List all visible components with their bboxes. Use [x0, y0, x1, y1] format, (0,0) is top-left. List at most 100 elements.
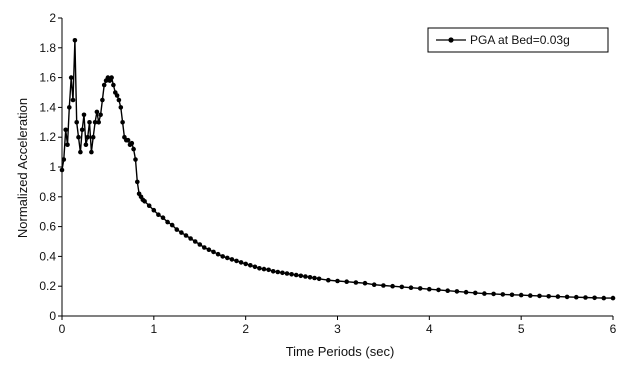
- data-point: [574, 294, 579, 300]
- legend-label: PGA at Bed=0.03g: [470, 33, 570, 47]
- data-point: [275, 269, 281, 275]
- ticks: 0 1 2 3 4 5 6 0 0.2 0.4 0.6 0.8 1 1.2 1.4 1.6 1.8 2: [39, 11, 616, 336]
- data-point: [482, 291, 487, 296]
- data-point: [390, 283, 395, 289]
- data-point: [284, 271, 290, 276]
- data-point: [238, 260, 244, 265]
- x-tick-label: 5: [518, 322, 525, 336]
- data-point: [169, 222, 175, 228]
- data-point: [118, 105, 124, 110]
- data-point: [592, 295, 597, 301]
- data-point: [131, 146, 136, 152]
- data-point: [160, 215, 166, 220]
- data-point: [252, 264, 258, 270]
- data-point: [165, 219, 170, 225]
- data-point: [408, 285, 414, 291]
- data-point: [229, 257, 235, 262]
- y-tick-label: 1.6: [39, 71, 56, 85]
- data-point: [326, 277, 331, 283]
- x-axis-label: Time Periods (sec): [286, 344, 395, 359]
- data-point: [202, 245, 207, 250]
- data-point: [261, 266, 267, 272]
- data-point: [65, 142, 70, 147]
- data-point: [344, 279, 350, 285]
- data-point: [114, 93, 120, 98]
- data-point: [537, 293, 542, 299]
- data-point: [116, 97, 122, 103]
- data-point: [303, 274, 308, 279]
- data-point: [280, 270, 285, 276]
- y-tick-label: 0.6: [39, 220, 56, 234]
- data-point: [89, 149, 94, 155]
- data-point: [215, 251, 221, 257]
- data-point: [98, 112, 103, 118]
- data-point: [85, 134, 90, 140]
- data-point: [94, 109, 100, 115]
- data-point: [83, 142, 89, 147]
- y-tick-label: 2: [49, 11, 56, 25]
- data-point: [555, 294, 561, 299]
- data-point: [101, 82, 107, 88]
- data-point: [120, 120, 125, 125]
- data-point: [111, 82, 116, 88]
- data-point: [220, 254, 225, 259]
- data-point: [146, 203, 152, 208]
- y-tick-label: 1.8: [39, 41, 56, 55]
- data-point: [197, 242, 203, 247]
- y-axis-label: Normalized Acceleration: [15, 98, 30, 238]
- data-point: [142, 199, 147, 204]
- data-point: [316, 276, 322, 282]
- data-point: [129, 140, 135, 146]
- data-point: [243, 261, 248, 267]
- data-point: [151, 207, 157, 213]
- data-point: [100, 97, 105, 103]
- data-point: [266, 267, 271, 273]
- legend: PGA at Bed=0.03g: [427, 27, 609, 53]
- data-point: [601, 295, 607, 301]
- data-point: [298, 273, 304, 279]
- data-point: [454, 289, 460, 294]
- data-point: [381, 283, 386, 288]
- data-point: [500, 292, 506, 297]
- data-point: [445, 288, 451, 294]
- data-point: [335, 278, 340, 284]
- data-point: [92, 120, 98, 125]
- data-point: [248, 263, 253, 268]
- data-point: [289, 272, 294, 277]
- data-point: [72, 38, 78, 43]
- data-point: [225, 255, 230, 261]
- data-point: [188, 236, 193, 241]
- data-point: [125, 137, 131, 143]
- data-point: [63, 127, 68, 133]
- data-point: [133, 157, 138, 162]
- data-point: [174, 227, 180, 232]
- data-point: [156, 212, 161, 217]
- y-tick-label: 1: [49, 160, 56, 174]
- data-point: [206, 247, 212, 252]
- data-point: [491, 291, 496, 297]
- y-tick-label: 0.8: [39, 190, 56, 204]
- data-point: [78, 149, 83, 155]
- data-point: [270, 269, 276, 274]
- data-point: [417, 286, 423, 291]
- x-tick-label: 2: [242, 322, 249, 336]
- data-point: [362, 280, 368, 286]
- y-tick-label: 0: [49, 309, 56, 323]
- data-point: [257, 266, 262, 271]
- legend-marker: [448, 37, 454, 43]
- data-point: [61, 157, 67, 162]
- data-point: [87, 120, 92, 125]
- data-point: [81, 112, 87, 118]
- data-point: [427, 286, 432, 292]
- data-point: [610, 295, 616, 301]
- y-tick-label: 1.4: [39, 100, 56, 114]
- y-tick-label: 1.2: [39, 130, 56, 144]
- data-point: [179, 230, 184, 235]
- data-point: [436, 287, 441, 293]
- series-group: [59, 38, 616, 301]
- y-tick-label: 0.2: [39, 279, 56, 293]
- y-tick-label: 0.4: [39, 249, 56, 263]
- data-point: [473, 290, 478, 296]
